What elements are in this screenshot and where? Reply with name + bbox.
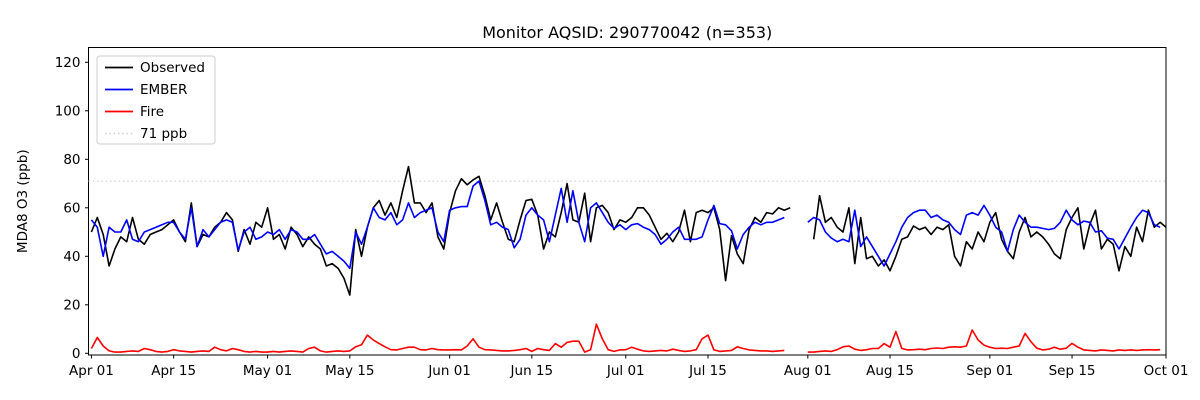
y-tick-label: 60 [63, 200, 80, 216]
x-tick-label: Aug 01 [784, 363, 832, 379]
x-tick-label: Apr 15 [151, 363, 196, 379]
x-tick-label: May 15 [325, 363, 374, 379]
series-line-fire [90, 323, 1161, 353]
y-tick-label: 0 [72, 346, 81, 362]
series-line-ember [90, 180, 1161, 270]
y-tick-label: 40 [63, 249, 80, 265]
x-tick-label: Jun 15 [510, 363, 554, 379]
x-tick-label: May 01 [243, 363, 292, 379]
chart-title: Monitor AQSID: 290770042 (n=353) [482, 23, 772, 42]
legend-label: 71 ppb [140, 126, 187, 142]
x-tick-label: Sep 15 [1049, 363, 1096, 379]
legend-label: EMBER [140, 82, 187, 98]
x-tick-label: Aug 15 [866, 363, 914, 379]
x-tick-label: Jun 01 [427, 363, 471, 379]
x-tick-label: Jul 15 [688, 363, 727, 379]
x-tick-label: Jul 01 [606, 363, 645, 379]
y-tick-label: 80 [63, 152, 80, 168]
y-tick-label: 20 [63, 297, 80, 313]
y-tick-label: 100 [55, 103, 81, 119]
x-tick-label: Sep 01 [966, 363, 1013, 379]
legend-label: Observed [140, 60, 205, 76]
y-tick-label: 120 [55, 55, 81, 71]
legend-box [96, 55, 216, 145]
x-tick-label: Apr 01 [69, 363, 114, 379]
x-tick-label: Oct 01 [1144, 363, 1189, 379]
y-axis-label: MDA8 O3 (ppb) [15, 149, 31, 253]
plot-area [88, 47, 1167, 356]
legend-label: Fire [140, 104, 164, 120]
